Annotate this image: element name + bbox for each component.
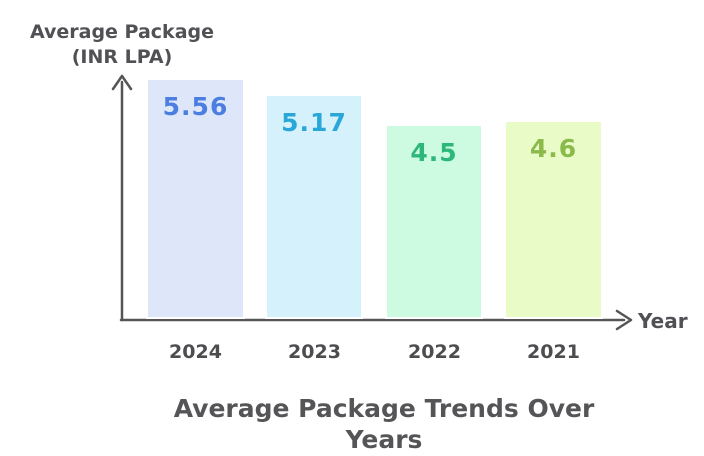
y-axis-label: Average Package (INR LPA) (29, 21, 215, 68)
x-axis-arrowhead-icon (615, 309, 633, 331)
bar-value-2024: 5.56 (162, 92, 229, 121)
bar-2023: 5.17 (265, 94, 363, 319)
bar-2022: 4.5 (385, 124, 483, 319)
bar-value-2022: 4.5 (410, 138, 458, 167)
x-tick-2022: 2022 (408, 341, 461, 363)
chart-title: Average Package Trends Over Years (173, 394, 595, 454)
x-tick-2023: 2023 (288, 341, 341, 363)
bar-value-2021: 4.6 (529, 134, 578, 163)
x-axis-label: Year (638, 309, 688, 333)
x-tick-2024: 2024 (169, 341, 222, 363)
y-axis-arrowhead-icon (111, 74, 133, 91)
x-tick-2021: 2021 (527, 341, 580, 363)
bar-2024: 5.56 (146, 78, 245, 319)
bar-2021: 4.6 (504, 120, 603, 319)
bar-value-2023: 5.17 (281, 108, 347, 137)
